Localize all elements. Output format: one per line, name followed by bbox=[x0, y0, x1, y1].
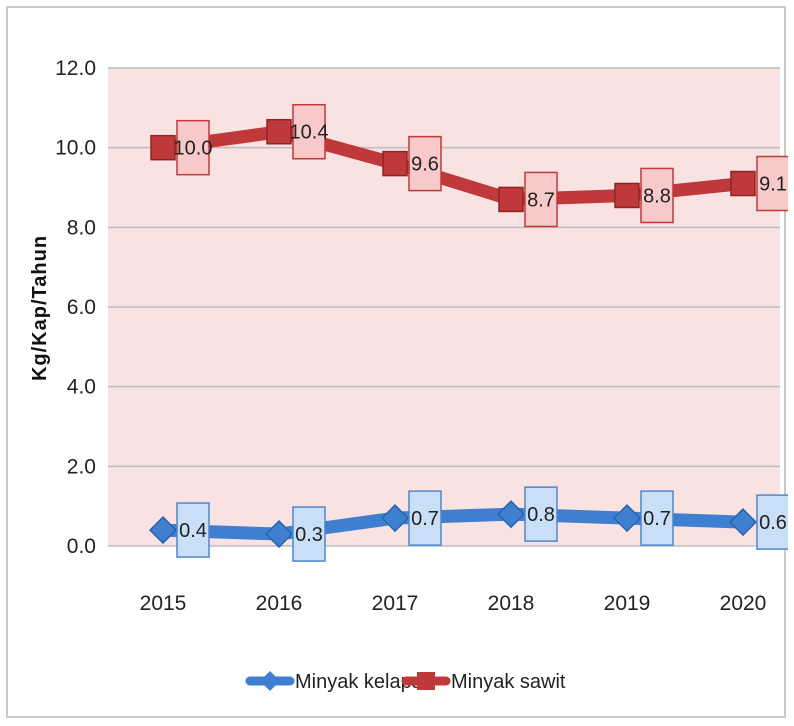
gridlines bbox=[108, 67, 780, 547]
data-label-box bbox=[176, 119, 210, 176]
data-point bbox=[148, 516, 178, 545]
data-label-box bbox=[640, 167, 674, 224]
data-label-box bbox=[292, 506, 326, 562]
y-tick-label: 4.0 bbox=[67, 376, 96, 399]
y-tick-label: 8.0 bbox=[67, 216, 96, 239]
data-point bbox=[150, 134, 176, 161]
data-label: 10.4 bbox=[290, 103, 329, 160]
x-tick-label: 2016 bbox=[256, 592, 303, 615]
data-point bbox=[498, 186, 524, 213]
data-label-box bbox=[640, 490, 674, 546]
data-label-box bbox=[524, 171, 558, 228]
legend-marker bbox=[260, 671, 280, 691]
data-label-box bbox=[408, 490, 442, 546]
data-label-text: 8.8 bbox=[643, 185, 671, 207]
data-label-text: 8.7 bbox=[527, 189, 555, 211]
y-tick-label: 0.0 bbox=[67, 535, 96, 558]
data-label-box bbox=[524, 486, 558, 542]
legend-marker bbox=[417, 672, 435, 690]
data-label: 0.3 bbox=[292, 506, 326, 562]
x-tick-label: 2020 bbox=[720, 592, 767, 615]
data-point bbox=[382, 150, 408, 177]
data-label-box bbox=[756, 155, 788, 212]
data-label-box bbox=[408, 135, 442, 192]
data-point bbox=[266, 118, 292, 145]
data-label-text: 0.3 bbox=[295, 524, 323, 546]
data-label: 9.1 bbox=[756, 155, 788, 212]
y-axis-ticks: 0.0 2.0 4.0 6.0 8.0 10.0 12.0 bbox=[55, 57, 96, 558]
x-tick-label: 2015 bbox=[140, 592, 187, 615]
line-chart: 0.0 2.0 4.0 6.0 8.0 10.0 12.0 2015 2016 2017 2018… bbox=[29, 57, 788, 693]
data-label: 10.0 bbox=[174, 119, 213, 176]
x-tick-label: 2018 bbox=[488, 592, 535, 615]
y-tick-label: 12.0 bbox=[55, 57, 96, 80]
data-label: 8.8 bbox=[640, 167, 674, 224]
legend-item: Minyak kelapa bbox=[245, 671, 424, 693]
x-tick-label: 2017 bbox=[372, 592, 419, 615]
data-label-text: 0.7 bbox=[411, 508, 439, 530]
data-point bbox=[612, 504, 642, 533]
data-point bbox=[380, 504, 410, 533]
data-point bbox=[614, 182, 640, 209]
data-label: 9.6 bbox=[408, 135, 442, 192]
legend-label: Minyak kelapa bbox=[295, 671, 424, 693]
x-tick-label: 2019 bbox=[604, 592, 651, 615]
legend-item: Minyak sawit bbox=[401, 671, 566, 693]
data-label-text: 10.0 bbox=[174, 138, 213, 160]
data-label-text: 0.7 bbox=[643, 508, 671, 530]
x-axis-ticks: 2015 2016 2017 2018 2019 2020 bbox=[140, 592, 767, 615]
data-point bbox=[496, 500, 526, 529]
legend: Minyak kelapa Minyak sawit bbox=[245, 671, 566, 693]
data-label-text: 0.8 bbox=[527, 504, 555, 526]
data-label: 8.7 bbox=[524, 171, 558, 228]
data-label-text: 0.4 bbox=[179, 520, 207, 542]
data-labels-layer: 0.4 0.3 0.7 0.8 0.7 0.6 10.0 10.4 9.6 8.7 8.8 9.1 bbox=[174, 103, 788, 562]
y-tick-label: 2.0 bbox=[67, 455, 96, 478]
data-label-text: 0.6 bbox=[759, 512, 787, 534]
data-label: 0.7 bbox=[408, 490, 442, 546]
data-label: 0.6 bbox=[756, 494, 788, 550]
data-label-box bbox=[292, 103, 326, 160]
data-point bbox=[264, 519, 294, 549]
y-tick-label: 10.0 bbox=[55, 137, 96, 160]
data-label-text: 10.4 bbox=[290, 122, 329, 144]
data-label: 0.4 bbox=[176, 502, 210, 558]
chart-frame: 0.0 2.0 4.0 6.0 8.0 10.0 12.0 2015 2016 2017 2018… bbox=[6, 6, 788, 718]
data-label-box bbox=[756, 494, 788, 550]
data-point bbox=[730, 170, 756, 197]
data-label: 0.8 bbox=[524, 486, 558, 542]
data-label-box bbox=[176, 502, 210, 558]
y-axis-label: Kg/Kap/Tahun bbox=[29, 235, 51, 381]
legend-label: Minyak sawit bbox=[451, 671, 566, 693]
data-label-text: 9.1 bbox=[759, 174, 787, 196]
data-point bbox=[728, 508, 758, 537]
y-tick-label: 6.0 bbox=[67, 296, 96, 319]
data-label-text: 9.6 bbox=[411, 154, 439, 176]
data-label: 0.7 bbox=[640, 490, 674, 546]
